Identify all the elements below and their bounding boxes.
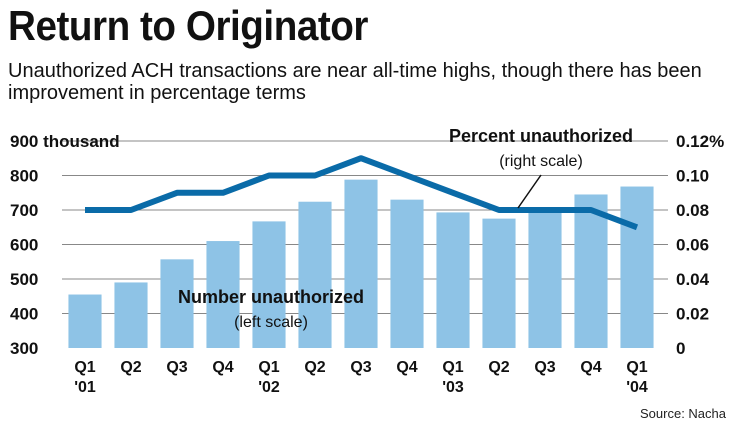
chart-title: Return to Originator — [8, 2, 369, 49]
bar — [528, 209, 562, 348]
left-axis-ticks: 300 400 500 600 700 800 900 thousand — [10, 132, 120, 358]
right-tick-label: 0.10 — [676, 167, 709, 186]
right-tick-label: 0.08 — [676, 201, 709, 220]
left-tick-label: 800 — [10, 167, 38, 186]
bar — [390, 199, 424, 348]
x-tick-label: Q3 — [350, 359, 371, 376]
right-axis-ticks: 0 0.02 0.04 0.06 0.08 0.10 0.12% — [676, 132, 724, 358]
x-tick-label: Q3 — [534, 359, 555, 376]
line-label-leader — [517, 174, 542, 209]
bar — [298, 201, 332, 348]
x-tick-label: Q1 — [74, 359, 95, 376]
x-tick-label: Q4 — [212, 359, 233, 376]
bars-sublabel: (left scale) — [234, 314, 308, 331]
left-tick-label: 500 — [10, 270, 38, 289]
bars — [68, 179, 654, 348]
x-tick-label: Q1 — [442, 359, 463, 376]
right-tick-label: 0.02 — [676, 305, 709, 324]
line-label: Percent unauthorized — [449, 126, 633, 146]
x-tick-label: Q2 — [304, 359, 325, 376]
right-tick-label: 0 — [676, 339, 685, 358]
left-tick-label: 400 — [10, 305, 38, 324]
bar — [436, 212, 470, 348]
right-tick-label: 0.04 — [676, 270, 710, 289]
left-tick-label: 700 — [10, 201, 38, 220]
x-tick-label: '04 — [626, 379, 648, 396]
percent-line — [84, 155, 639, 231]
bar — [620, 186, 654, 348]
right-tick-label: 0.06 — [676, 236, 709, 255]
x-axis-ticks: Q1 '01 Q2 Q3 Q4 Q1 '02 Q2 Q3 Q4 Q1 '03 Q2 Q3 Q4 Q1 '04 — [74, 359, 648, 396]
source-note: Source: Nacha — [640, 406, 726, 421]
annotations: Number unauthorized (left scale) Percent… — [178, 126, 633, 331]
x-tick-label: '01 — [74, 379, 96, 396]
x-tick-label: Q4 — [396, 359, 417, 376]
x-tick-label: Q3 — [166, 359, 187, 376]
bar — [160, 259, 194, 348]
chart-subtitle: Unauthorized ACH transactions are near a… — [8, 60, 702, 104]
line-sublabel: (right scale) — [499, 153, 583, 170]
x-tick-label: '02 — [258, 379, 280, 396]
bar — [574, 194, 608, 348]
bar — [68, 294, 102, 348]
bar — [252, 221, 286, 348]
bar — [482, 218, 516, 348]
right-tick-label: 0.12% — [676, 132, 724, 151]
x-tick-label: Q1 — [626, 359, 647, 376]
bar — [344, 179, 378, 348]
bar — [206, 241, 240, 348]
left-tick-label: 300 — [10, 339, 38, 358]
x-tick-label: Q1 — [258, 359, 279, 376]
left-tick-label: 900 thousand — [10, 132, 120, 151]
x-tick-label: Q2 — [120, 359, 141, 376]
bar — [114, 282, 148, 348]
left-tick-label: 600 — [10, 236, 38, 255]
bars-label: Number unauthorized — [178, 287, 364, 307]
x-tick-label: Q4 — [580, 359, 601, 376]
x-tick-label: Q2 — [488, 359, 509, 376]
x-tick-label: '03 — [442, 379, 464, 396]
